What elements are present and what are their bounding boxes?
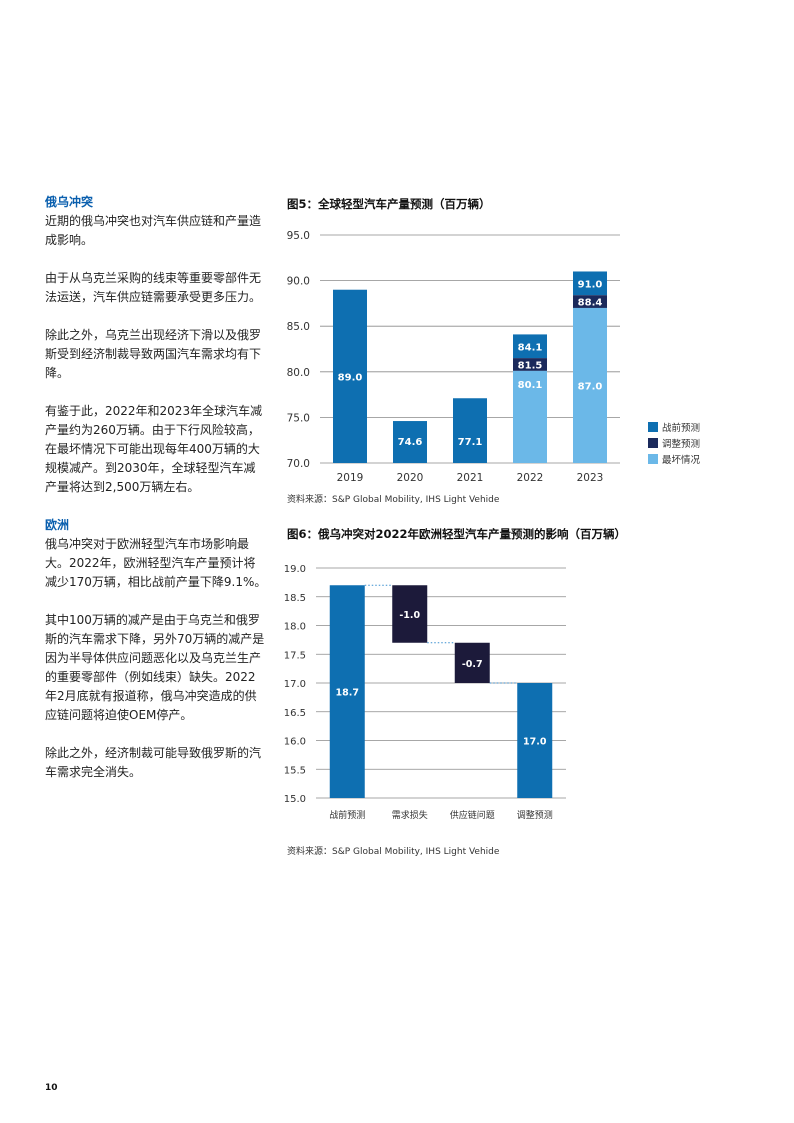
data-label: -0.7 [462, 659, 483, 670]
x-tick-label: 战前预测 [329, 809, 365, 821]
bar-pre-war [513, 334, 547, 359]
data-label: 81.5 [518, 361, 543, 372]
data-label: -1.0 [399, 610, 420, 621]
data-label: 87.0 [578, 381, 603, 392]
fig6-chart: 15.0 15.5 16.0 16.5 17.0 17.5 18.0 18.5 19.0 18.7… [284, 564, 566, 821]
paragraph: 其中100万辆的减产是由于乌克兰和俄罗斯的汽车需求下降，另外70万辆的减产是因为… [45, 613, 265, 722]
fig5-chart: 70.0 75.0 80.0 85.0 90.0 95.0 2019 89.0 2020 74.6… [287, 230, 701, 484]
x-tick-label: 2020 [397, 472, 424, 484]
x-tick-label: 2022 [517, 472, 544, 484]
data-label: 80.1 [518, 380, 543, 391]
data-label: 18.7 [336, 688, 359, 699]
legend-label: 最坏情况 [662, 454, 701, 466]
paragraph: 俄乌冲突对于欧洲轻型汽车市场影响最大。2022年，欧洲轻型汽车产量预计将减少17… [45, 537, 267, 589]
legend-label: 调整预测 [662, 438, 700, 450]
legend-label: 战前预测 [662, 422, 700, 434]
section-title-europe: 欧洲 [45, 518, 70, 532]
paragraph: 有鉴于此，2022年和2023年全球汽车减产量约为260万辆。由于下行风险较高，… [45, 404, 263, 494]
bar-adjusted [513, 358, 547, 371]
bar-pre-war [333, 289, 367, 463]
data-label: 89.0 [338, 372, 363, 383]
x-tick-label: 2019 [337, 472, 364, 484]
paragraph: 除此之外，乌克兰出现经济下滑以及俄罗斯受到经济制裁导致两国汽车需求均有下降。 [45, 328, 262, 380]
y-tick-label: 17.0 [284, 679, 306, 690]
fig6-source: 资料来源：S&P Global Mobility, IHS Light Vehi… [287, 847, 500, 857]
paragraph: 近期的俄乌冲突也对汽车供应链和产量造成影响。 [45, 214, 262, 247]
bar-adjusted [573, 295, 607, 308]
y-tick-label: 90.0 [287, 276, 310, 288]
y-tick-label: 75.0 [287, 412, 310, 424]
page-number: 10 [45, 1083, 58, 1093]
waterfall-bar [329, 585, 365, 798]
legend-swatch [648, 454, 658, 464]
bar-pre-war [393, 421, 427, 463]
fig6-title: 图6：俄乌冲突对2022年欧洲轻型汽车产量预测的影响（百万辆） [287, 527, 627, 541]
data-label: 74.6 [398, 437, 423, 448]
data-label: 84.1 [518, 342, 543, 353]
data-label: 77.1 [458, 437, 483, 448]
data-label: 17.0 [523, 737, 547, 748]
section-title-conflict: 俄乌冲突 [45, 195, 94, 209]
y-tick-label: 16.5 [284, 708, 306, 719]
y-tick-label: 70.0 [287, 458, 310, 470]
x-tick-label: 供应链问题 [450, 809, 495, 821]
y-tick-label: 16.0 [284, 737, 306, 748]
paragraph: 除此之外，经济制裁可能导致俄罗斯的汽车需求完全消失。 [45, 746, 262, 779]
bar-pre-war [573, 271, 607, 296]
waterfall-bar [392, 585, 428, 643]
y-tick-label: 95.0 [287, 230, 310, 242]
legend-swatch [648, 422, 658, 432]
y-tick-label: 18.0 [284, 622, 306, 633]
bar-worst-case [573, 307, 607, 463]
y-tick-label: 19.0 [284, 564, 306, 575]
legend-swatch [648, 438, 658, 448]
x-tick-label: 2021 [457, 472, 484, 484]
bar-worst-case [513, 370, 547, 463]
y-tick-label: 15.5 [284, 765, 306, 776]
fig5-source: 资料来源：S&P Global Mobility, IHS Light Vehi… [287, 495, 500, 505]
data-label: 91.0 [578, 279, 603, 290]
waterfall-bar [517, 683, 553, 798]
data-label: 88.4 [578, 298, 603, 309]
paragraph: 由于从乌克兰采购的线束等重要零部件无法运送，汽车供应链需要承受更多压力。 [45, 271, 262, 304]
x-tick-label: 调整预测 [517, 809, 553, 821]
y-tick-label: 17.5 [284, 650, 306, 661]
left-column: 俄乌冲突 近期的俄乌冲突也对汽车供应链和产量造成影响。 由于从乌克兰采购的线束等… [45, 193, 267, 801]
y-tick-label: 80.0 [287, 367, 310, 379]
x-tick-label: 需求损失 [392, 809, 428, 821]
y-tick-label: 85.0 [287, 321, 310, 333]
y-tick-label: 18.5 [284, 593, 306, 604]
waterfall-bar [454, 642, 490, 683]
fig5-title: 图5：全球轻型汽车产量预测（百万辆） [287, 197, 491, 211]
x-tick-label: 2023 [577, 472, 604, 484]
y-tick-label: 15.0 [284, 794, 306, 805]
bar-pre-war [453, 398, 487, 463]
